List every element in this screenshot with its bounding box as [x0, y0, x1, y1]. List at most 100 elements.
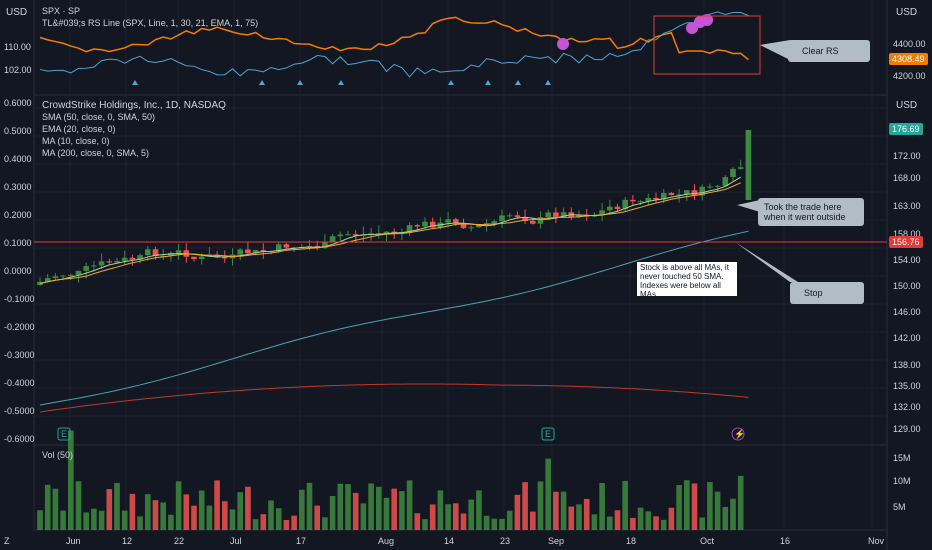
- candle-body: [499, 215, 505, 222]
- candle-body: [476, 224, 482, 228]
- volume-bar: [83, 512, 89, 530]
- ma200-label[interactable]: MA (200, close, 0, SMA, 5): [42, 148, 150, 158]
- candle-body: [91, 265, 97, 267]
- volume-bar: [530, 511, 536, 530]
- trade-text: Took the trade here when it went outside: [764, 202, 846, 222]
- volume-bar: [145, 494, 151, 530]
- volume-bar: [545, 458, 551, 530]
- stop-pointer: [735, 242, 798, 282]
- candle-body: [60, 275, 66, 277]
- volume-bar: [514, 494, 521, 530]
- candle-body: [44, 278, 51, 282]
- signal-marker: [338, 80, 344, 85]
- candle-body: [637, 201, 644, 203]
- volume-bar: [676, 485, 682, 530]
- candle-body: [275, 244, 282, 252]
- volume-bar: [106, 489, 113, 530]
- candle-body: [137, 255, 143, 260]
- split-icon[interactable]: [731, 427, 745, 441]
- volume-bar: [237, 492, 243, 530]
- price-badge: 176.69: [889, 123, 923, 135]
- note-box[interactable]: [637, 262, 737, 296]
- candle-body: [614, 206, 621, 210]
- time-axis-label: Nov: [868, 536, 885, 546]
- volume-bar: [537, 481, 544, 530]
- volume-bar: [607, 516, 613, 530]
- volume-bar: [699, 517, 705, 530]
- ema20-label[interactable]: EMA (20, close, 0): [42, 124, 116, 134]
- candle-body: [83, 266, 89, 271]
- main-left-tick: 0.0000: [4, 266, 32, 276]
- volume-bar: [114, 482, 120, 530]
- volume-bar: [198, 490, 205, 530]
- stop-callout[interactable]: [790, 282, 864, 304]
- clear-rs-text: Clear RS: [802, 46, 839, 56]
- candle-body: [168, 252, 174, 256]
- volume-bar: [645, 511, 652, 530]
- spx-price-badge: 4308.49: [889, 53, 928, 65]
- volume-bar: [468, 499, 474, 530]
- candle-body: [352, 234, 359, 236]
- candle-body: [560, 212, 567, 217]
- rs-indicator-label[interactable]: TL&#039;s RS Line (SPX, Line, 1, 30, 21,…: [42, 18, 259, 28]
- volume-title: Vol (50): [42, 450, 74, 460]
- volume-bar: [583, 498, 590, 530]
- main-right-tick: 138.00: [893, 360, 921, 370]
- volume-bar: [168, 514, 174, 530]
- volume-bar: [129, 493, 136, 530]
- volume-bar: [476, 490, 482, 530]
- candle-body: [714, 185, 721, 187]
- volume-bar: [299, 489, 305, 530]
- moving-averages: [39, 176, 749, 413]
- volume-bar: [98, 510, 105, 530]
- main-left-tick: 0.3000: [4, 182, 32, 192]
- trade-callout[interactable]: [758, 198, 864, 226]
- volume-bar: [183, 494, 190, 530]
- volume-bar: [714, 491, 721, 530]
- candle-body: [383, 231, 390, 234]
- vol-tick: 5M: [893, 502, 906, 512]
- rs-line-pane: [39, 11, 749, 85]
- time-axis-label: 12: [122, 536, 133, 546]
- time-axis-label: 17: [296, 536, 307, 546]
- candle-body: [329, 236, 336, 242]
- candle-body: [299, 247, 305, 249]
- earnings-glyph: E: [61, 429, 68, 439]
- candle-body: [730, 168, 736, 178]
- trade-pointer: [737, 200, 760, 212]
- ma10-label[interactable]: MA (10, close, 0): [42, 136, 110, 146]
- volume-bar: [453, 503, 459, 530]
- volume-bar: [691, 483, 698, 530]
- volume-bar: [268, 500, 274, 530]
- split-glyph: ⚡: [734, 429, 746, 439]
- main-right-tick: 154.00: [893, 255, 921, 265]
- volume-bar: [191, 505, 197, 530]
- candle-body: [668, 192, 675, 195]
- volume-bar: [483, 515, 490, 530]
- volume-bar: [229, 509, 236, 530]
- volume-bar: [206, 505, 213, 530]
- volume-bar: [722, 506, 729, 530]
- candle-body: [745, 130, 752, 200]
- candle-body: [160, 255, 166, 257]
- volume-bar: [614, 510, 621, 530]
- volume-bar: [152, 500, 159, 530]
- candle-body: [445, 219, 451, 223]
- candle-body: [345, 234, 351, 236]
- candle-body: [660, 192, 667, 200]
- candle-body: [175, 250, 182, 253]
- zoom-label[interactable]: Z: [4, 536, 10, 546]
- rs-new-high-dot: [557, 38, 569, 50]
- earnings-icon[interactable]: [57, 427, 71, 441]
- main-left-tick: 0.2000: [4, 210, 32, 220]
- top-currency: USD: [896, 7, 918, 18]
- volume-bar: [506, 510, 513, 530]
- candle-body: [283, 244, 290, 248]
- volume-bar: [322, 517, 328, 530]
- clear-rs-callout[interactable]: [788, 40, 870, 62]
- sma50-label[interactable]: SMA (50, close, 0, SMA, 50): [42, 112, 156, 122]
- main-currency: USD: [896, 100, 918, 111]
- earnings-icon[interactable]: [541, 427, 555, 441]
- volume-bar: [637, 507, 644, 530]
